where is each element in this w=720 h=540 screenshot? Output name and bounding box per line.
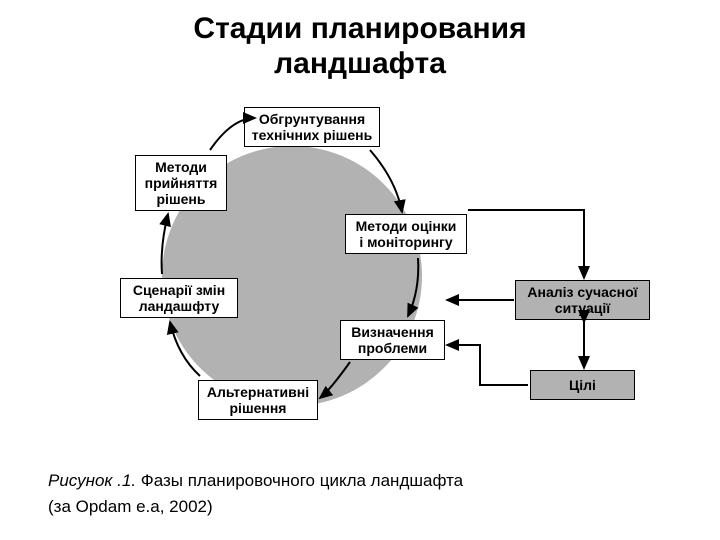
figure-caption-line2: (за Opdam e.a, 2002) xyxy=(48,496,213,518)
node-technical-justification: Обгрунтуваннятехнічних рішень xyxy=(244,107,380,147)
node-label: Цілі xyxy=(569,377,596,393)
caption-prefix: Рисунок .1. xyxy=(48,471,136,490)
node-label: Методи оцінкиі моніторингу xyxy=(356,218,457,250)
node-label: Обгрунтуваннятехнічних рішень xyxy=(252,111,372,143)
node-label: Аналіз сучасноїситуації xyxy=(527,284,637,316)
node-label: Альтернативнірішення xyxy=(207,384,309,416)
node-landscape-scenarios: Сценарії змінландашфту xyxy=(120,278,238,318)
node-assessment-monitoring: Методи оцінкиі моніторингу xyxy=(345,214,467,254)
node-problem-definition: Визначенняпроблеми xyxy=(340,320,445,360)
figure-caption-line1: Рисунок .1. Фазы планировочного цикла ла… xyxy=(48,470,463,492)
node-situation-analysis: Аналіз сучасноїситуації xyxy=(515,280,650,320)
node-decision-methods: Методиприйняттярішень xyxy=(135,155,227,211)
node-label: Методиприйняттярішень xyxy=(145,159,218,207)
node-goals: Цілі xyxy=(530,370,635,400)
caption-rest: Фазы планировочного цикла ландшафта xyxy=(136,471,463,490)
caption-line2-text: (за Opdam e.a, 2002) xyxy=(48,497,213,516)
cycle-diagram: Методиприйняттярішень Обгрунтуваннятехні… xyxy=(0,0,720,540)
node-label: Сценарії змінландашфту xyxy=(133,282,225,314)
node-label: Визначенняпроблеми xyxy=(351,324,434,356)
node-alternative-solutions: Альтернативнірішення xyxy=(198,380,318,420)
